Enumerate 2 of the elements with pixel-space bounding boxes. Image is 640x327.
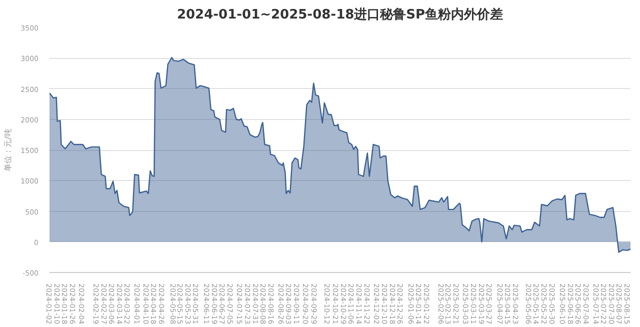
chart-title: 2024-01-01~2025-08-18进口秘鲁SP鱼粉内外价差 [176,6,504,22]
y-axis-title: 单位：元/吨 [4,128,13,172]
